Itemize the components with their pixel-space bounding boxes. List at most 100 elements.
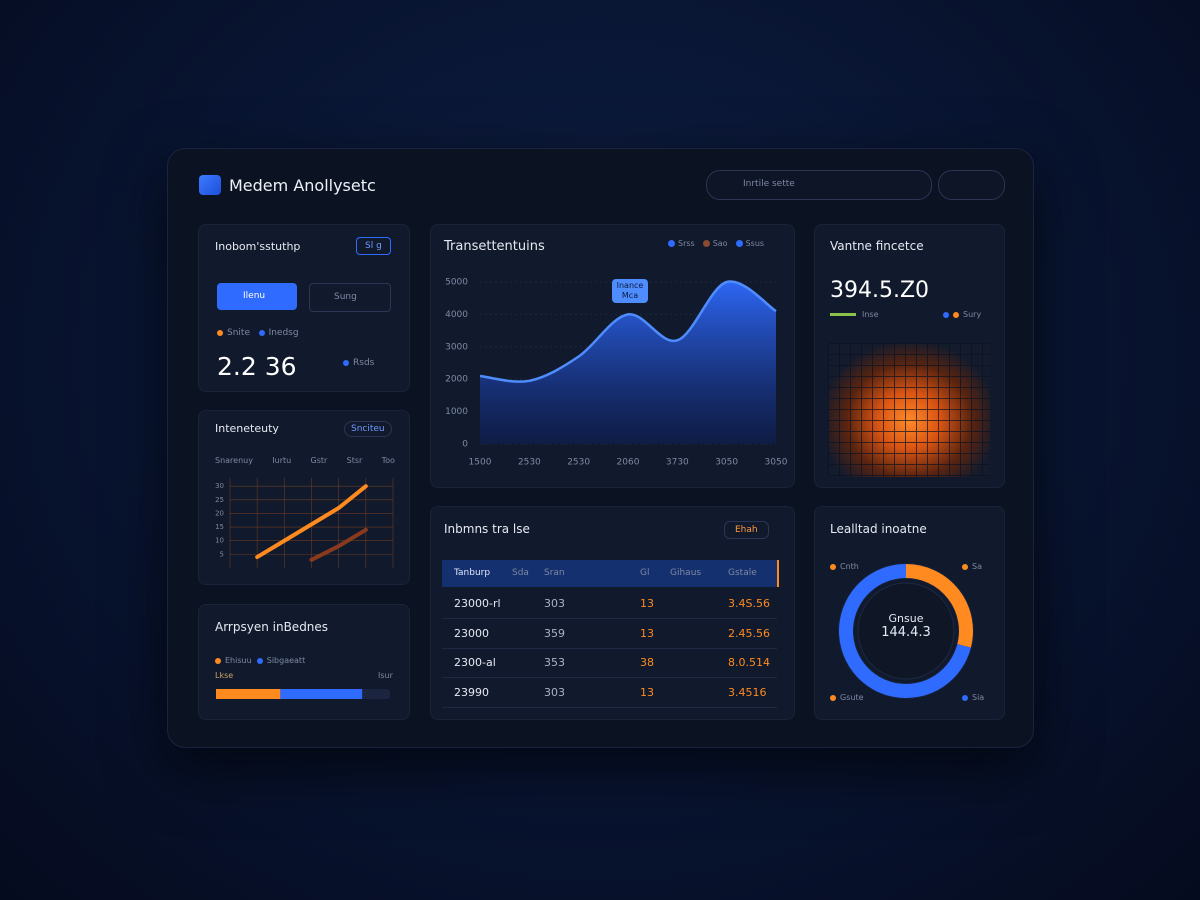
legend-dot: [735, 240, 743, 247]
header-icons[interactable]: [938, 170, 1005, 200]
center-value: 144.4.3: [881, 625, 931, 640]
y-tick-label: 30: [215, 482, 224, 490]
table-cell: 13: [640, 597, 654, 610]
table-cell: 8.0.514: [728, 656, 770, 669]
legend-label: Sury: [963, 310, 982, 319]
legend-label: Gsute: [840, 693, 864, 702]
table-cell: 303: [544, 685, 565, 699]
legend-label: Ssus: [745, 239, 765, 248]
line: [479, 280, 777, 383]
y-tick-label: 0: [462, 440, 468, 450]
donut-center: Gnsue 144.4.3: [866, 612, 946, 640]
y-tick-label: 10: [215, 537, 224, 545]
legend-dot: [702, 240, 710, 247]
table-row: 2300-al 353 38 8.0.514: [442, 648, 777, 678]
heatmap-grid: [828, 343, 990, 477]
header-cell: Sda: [512, 568, 529, 578]
progress-card: [198, 604, 410, 720]
button[interactable]: Ehah: [724, 521, 769, 539]
badge[interactable]: Snciteu: [344, 421, 392, 437]
table-card: [430, 506, 795, 720]
table-cell: 303: [544, 597, 565, 610]
legend: Snite Inedsg: [217, 328, 299, 338]
table-cell: 3.4516: [728, 685, 767, 699]
table-row: 23000-rl 303 13 3.4S.56: [442, 589, 777, 619]
y-tick-label: 4000: [445, 310, 468, 320]
y-tick-label: 15: [215, 523, 224, 531]
y-tick-label: 1000: [445, 407, 468, 417]
x-tick-label: 3050: [765, 458, 788, 468]
tooltip-line: Inance: [616, 281, 644, 290]
note: Rsds: [353, 358, 375, 368]
line: [255, 484, 368, 560]
legend-label: Sia: [972, 693, 985, 702]
tooltip: Inance Mca: [612, 279, 648, 303]
button[interactable]: Sung: [309, 283, 391, 312]
legend-label: Sibgaeatt: [266, 656, 306, 665]
header-cell: Sran: [544, 568, 565, 578]
intensity-card: [198, 410, 410, 585]
x-tick-label: 2530: [518, 458, 541, 468]
bar-segment: [280, 689, 363, 699]
header-cell: Tanburp: [454, 568, 491, 578]
legend: Srss Sao Ssus: [660, 239, 764, 249]
header-cell: Gihaus: [670, 568, 702, 578]
center-label: Gnsue: [888, 612, 924, 625]
header-cell: Gstale: [728, 568, 757, 578]
column-label: Snarenuy: [215, 456, 253, 465]
x-tick-label: 1500: [469, 458, 492, 468]
table-cell: 23990: [454, 685, 489, 699]
legend-label: Inse: [862, 310, 879, 319]
y-tick-label: 25: [215, 496, 224, 504]
line: [309, 527, 368, 562]
table-cell: 38: [640, 656, 654, 669]
y-tick-label: 5: [220, 550, 224, 558]
x-tick-label: 3730: [666, 458, 689, 468]
card-title: Inteneteuty: [215, 422, 279, 435]
table-cell: 23000-rl: [454, 597, 501, 610]
column-label: Stsr: [346, 456, 363, 465]
legend-dot: [668, 240, 675, 247]
legend-label: Srss: [678, 239, 695, 248]
x-tick-label: 2060: [617, 458, 640, 468]
y-tick-label: 20: [215, 509, 224, 517]
legend-label: Snite: [227, 328, 250, 338]
donut-segment: [905, 564, 973, 648]
logo: [199, 175, 221, 195]
table-cell: 23000: [454, 626, 489, 640]
area: [480, 281, 776, 444]
kpi-value: 2.2 36: [217, 352, 297, 381]
kpi-value: 394.5.Z0: [830, 278, 930, 303]
card-title: Lealltad inoatne: [830, 522, 927, 536]
y-tick-label: 5000: [445, 278, 468, 288]
table-row: 23990 303 13 3.4516: [442, 678, 777, 708]
label: Isur: [378, 671, 393, 680]
column-label: Gstr: [310, 456, 328, 465]
y-tick-label: 2000: [445, 375, 468, 385]
column-labels: Snarenuy Iurtu Gstr Stsr Too: [215, 456, 395, 465]
card-title: Inbmns tra lse: [444, 522, 530, 536]
y-tick-label: 3000: [445, 342, 468, 352]
search-box[interactable]: Inrtile sette: [706, 170, 932, 200]
card-title: Vantne fincetce: [830, 239, 924, 253]
table-cell: 3.4S.56: [728, 597, 770, 610]
legend-label: Sao: [712, 239, 728, 248]
x-tick-label: 2530: [567, 458, 590, 468]
donut-inner: [857, 582, 955, 680]
bar-segment: [216, 689, 281, 699]
legend-label: Inedsg: [268, 328, 299, 338]
donut-segment: [839, 564, 971, 698]
table-row: 23000 359 13 2.45.56: [442, 619, 777, 649]
legend-label: Sa: [972, 562, 982, 571]
legend-label: Cnth: [840, 562, 859, 571]
badge[interactable]: Sl g: [356, 237, 391, 255]
label: Lkse: [215, 671, 234, 680]
column-label: Iurtu: [272, 456, 292, 465]
table-cell: 2.45.56: [728, 626, 770, 640]
button[interactable]: Ilenu: [217, 283, 297, 310]
column-label: Too: [381, 456, 395, 465]
table-cell: 13: [640, 626, 654, 640]
search-placeholder: Inrtile sette: [743, 179, 795, 189]
